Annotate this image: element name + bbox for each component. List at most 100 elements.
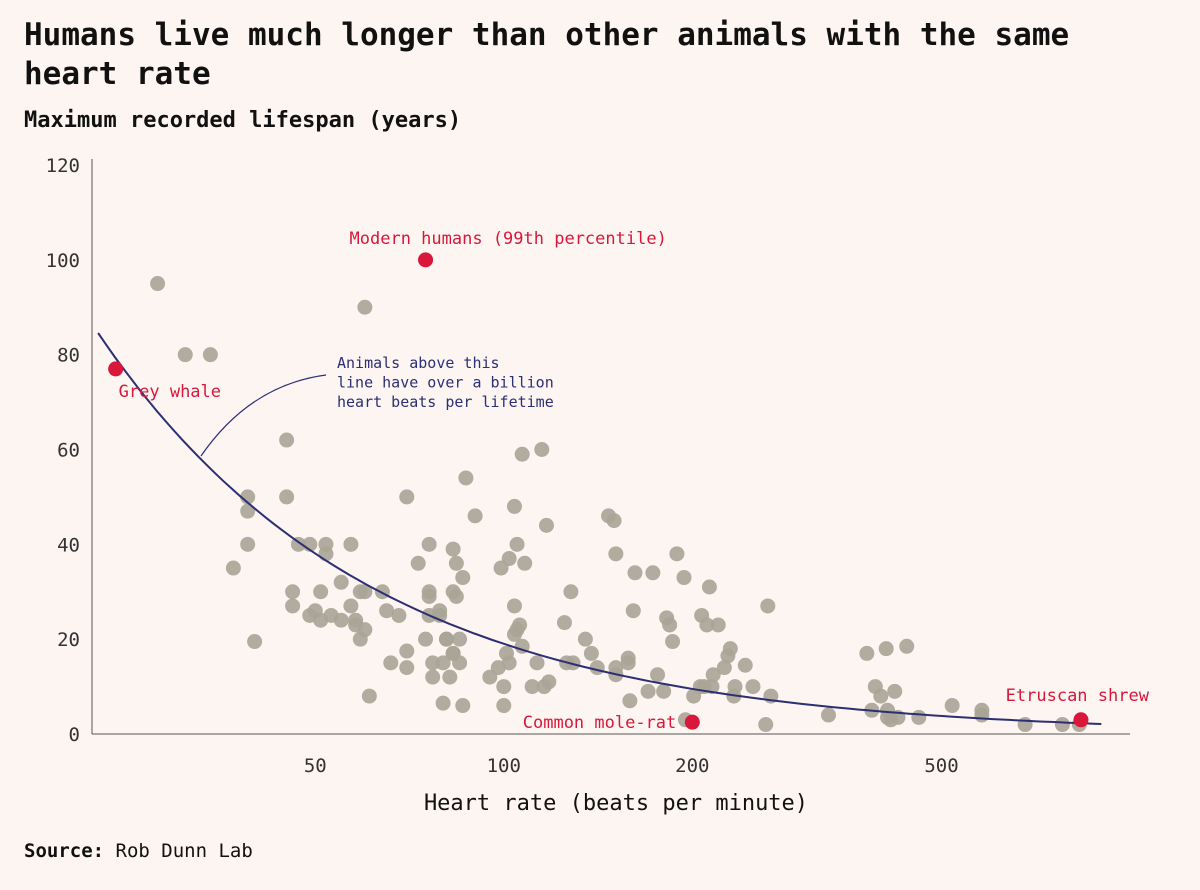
data-point bbox=[662, 617, 678, 633]
data-point bbox=[583, 645, 599, 661]
highlight-point bbox=[684, 714, 700, 730]
chart-title: Humans live much longer than other anima… bbox=[24, 17, 1070, 92]
annotation-note-line: Animals above this bbox=[337, 354, 500, 372]
data-point bbox=[705, 667, 721, 683]
data-point bbox=[285, 584, 301, 600]
data-point bbox=[704, 679, 720, 695]
data-point bbox=[202, 347, 218, 363]
data-point bbox=[357, 584, 373, 600]
data-point bbox=[509, 536, 525, 552]
data-point bbox=[529, 655, 545, 671]
data-point bbox=[150, 276, 166, 292]
data-point bbox=[425, 655, 441, 671]
y-axis-title: Maximum recorded lifespan (years) bbox=[24, 108, 462, 133]
data-point bbox=[383, 655, 399, 671]
data-point bbox=[589, 660, 605, 676]
data-point bbox=[608, 546, 624, 562]
y-tick-label: 60 bbox=[57, 440, 80, 462]
data-point bbox=[887, 683, 903, 699]
data-point bbox=[676, 570, 692, 586]
data-point bbox=[541, 674, 557, 690]
y-tick-label: 80 bbox=[57, 345, 80, 367]
data-point bbox=[285, 598, 301, 614]
data-point bbox=[538, 517, 554, 533]
data-point bbox=[944, 698, 960, 714]
data-point bbox=[710, 617, 726, 633]
data-point bbox=[501, 551, 517, 567]
data-point bbox=[361, 688, 377, 704]
data-point bbox=[878, 641, 894, 657]
data-point bbox=[391, 607, 407, 623]
data-point bbox=[534, 442, 550, 457]
data-point bbox=[343, 598, 359, 614]
data-point bbox=[445, 541, 461, 557]
data-point bbox=[247, 634, 263, 650]
highlight-point bbox=[108, 361, 124, 377]
data-point bbox=[727, 679, 743, 695]
data-point bbox=[758, 717, 774, 733]
data-point bbox=[357, 622, 373, 638]
data-point bbox=[458, 470, 474, 486]
x-axis-title: Heart rate (beats per minute) bbox=[424, 791, 808, 816]
data-point bbox=[435, 655, 451, 671]
source-label: Source: bbox=[24, 840, 105, 862]
highlight-point bbox=[418, 252, 434, 268]
data-point bbox=[716, 660, 732, 676]
source-text: Rob Dunn Lab bbox=[115, 840, 253, 862]
data-point bbox=[506, 498, 522, 514]
data-point bbox=[467, 508, 483, 524]
data-point bbox=[448, 555, 464, 571]
data-point bbox=[279, 432, 295, 448]
data-point bbox=[512, 617, 528, 633]
data-point bbox=[421, 536, 437, 552]
data-point bbox=[745, 679, 761, 695]
data-point bbox=[438, 631, 454, 647]
data-point bbox=[873, 688, 889, 704]
data-point bbox=[240, 503, 256, 519]
data-point bbox=[974, 702, 990, 718]
data-point bbox=[313, 584, 329, 600]
highlight-label: Modern humans (99th percentile) bbox=[350, 229, 667, 249]
data-point bbox=[333, 612, 349, 628]
data-point bbox=[357, 299, 373, 315]
annotation-note-line: heart beats per lifetime bbox=[337, 393, 554, 411]
x-tick-label: 50 bbox=[304, 755, 327, 777]
data-point bbox=[760, 598, 776, 614]
y-tick-label: 20 bbox=[57, 629, 80, 651]
data-point bbox=[399, 489, 415, 505]
data-point bbox=[496, 679, 512, 695]
highlight-label: Etruscan shrew bbox=[1006, 686, 1150, 706]
source-line: Source: Rob Dunn Lab bbox=[24, 840, 253, 862]
data-point bbox=[645, 565, 661, 581]
highlight-point bbox=[1073, 712, 1089, 728]
data-point bbox=[622, 693, 638, 709]
data-point bbox=[442, 669, 458, 685]
data-point bbox=[656, 683, 672, 699]
data-point bbox=[563, 584, 579, 600]
data-point bbox=[418, 631, 434, 647]
data-point bbox=[225, 560, 241, 576]
data-point bbox=[448, 588, 464, 604]
y-tick-label: 100 bbox=[46, 250, 80, 272]
x-tick-label: 100 bbox=[487, 755, 521, 777]
data-point bbox=[435, 695, 451, 711]
data-point bbox=[669, 546, 685, 562]
data-point bbox=[177, 347, 193, 363]
data-point bbox=[425, 669, 441, 685]
data-point bbox=[399, 643, 415, 659]
data-point bbox=[517, 555, 533, 571]
data-point bbox=[421, 588, 437, 604]
data-point bbox=[627, 565, 643, 581]
y-tick-label: 0 bbox=[69, 724, 80, 746]
data-point bbox=[506, 598, 522, 614]
data-point bbox=[899, 638, 915, 654]
y-tick-label: 120 bbox=[46, 155, 80, 177]
data-point bbox=[699, 617, 715, 633]
data-point bbox=[650, 667, 666, 683]
data-point bbox=[399, 660, 415, 676]
data-point bbox=[279, 489, 295, 505]
data-point bbox=[911, 709, 927, 725]
x-tick-label: 500 bbox=[924, 755, 958, 777]
data-point bbox=[333, 574, 349, 590]
